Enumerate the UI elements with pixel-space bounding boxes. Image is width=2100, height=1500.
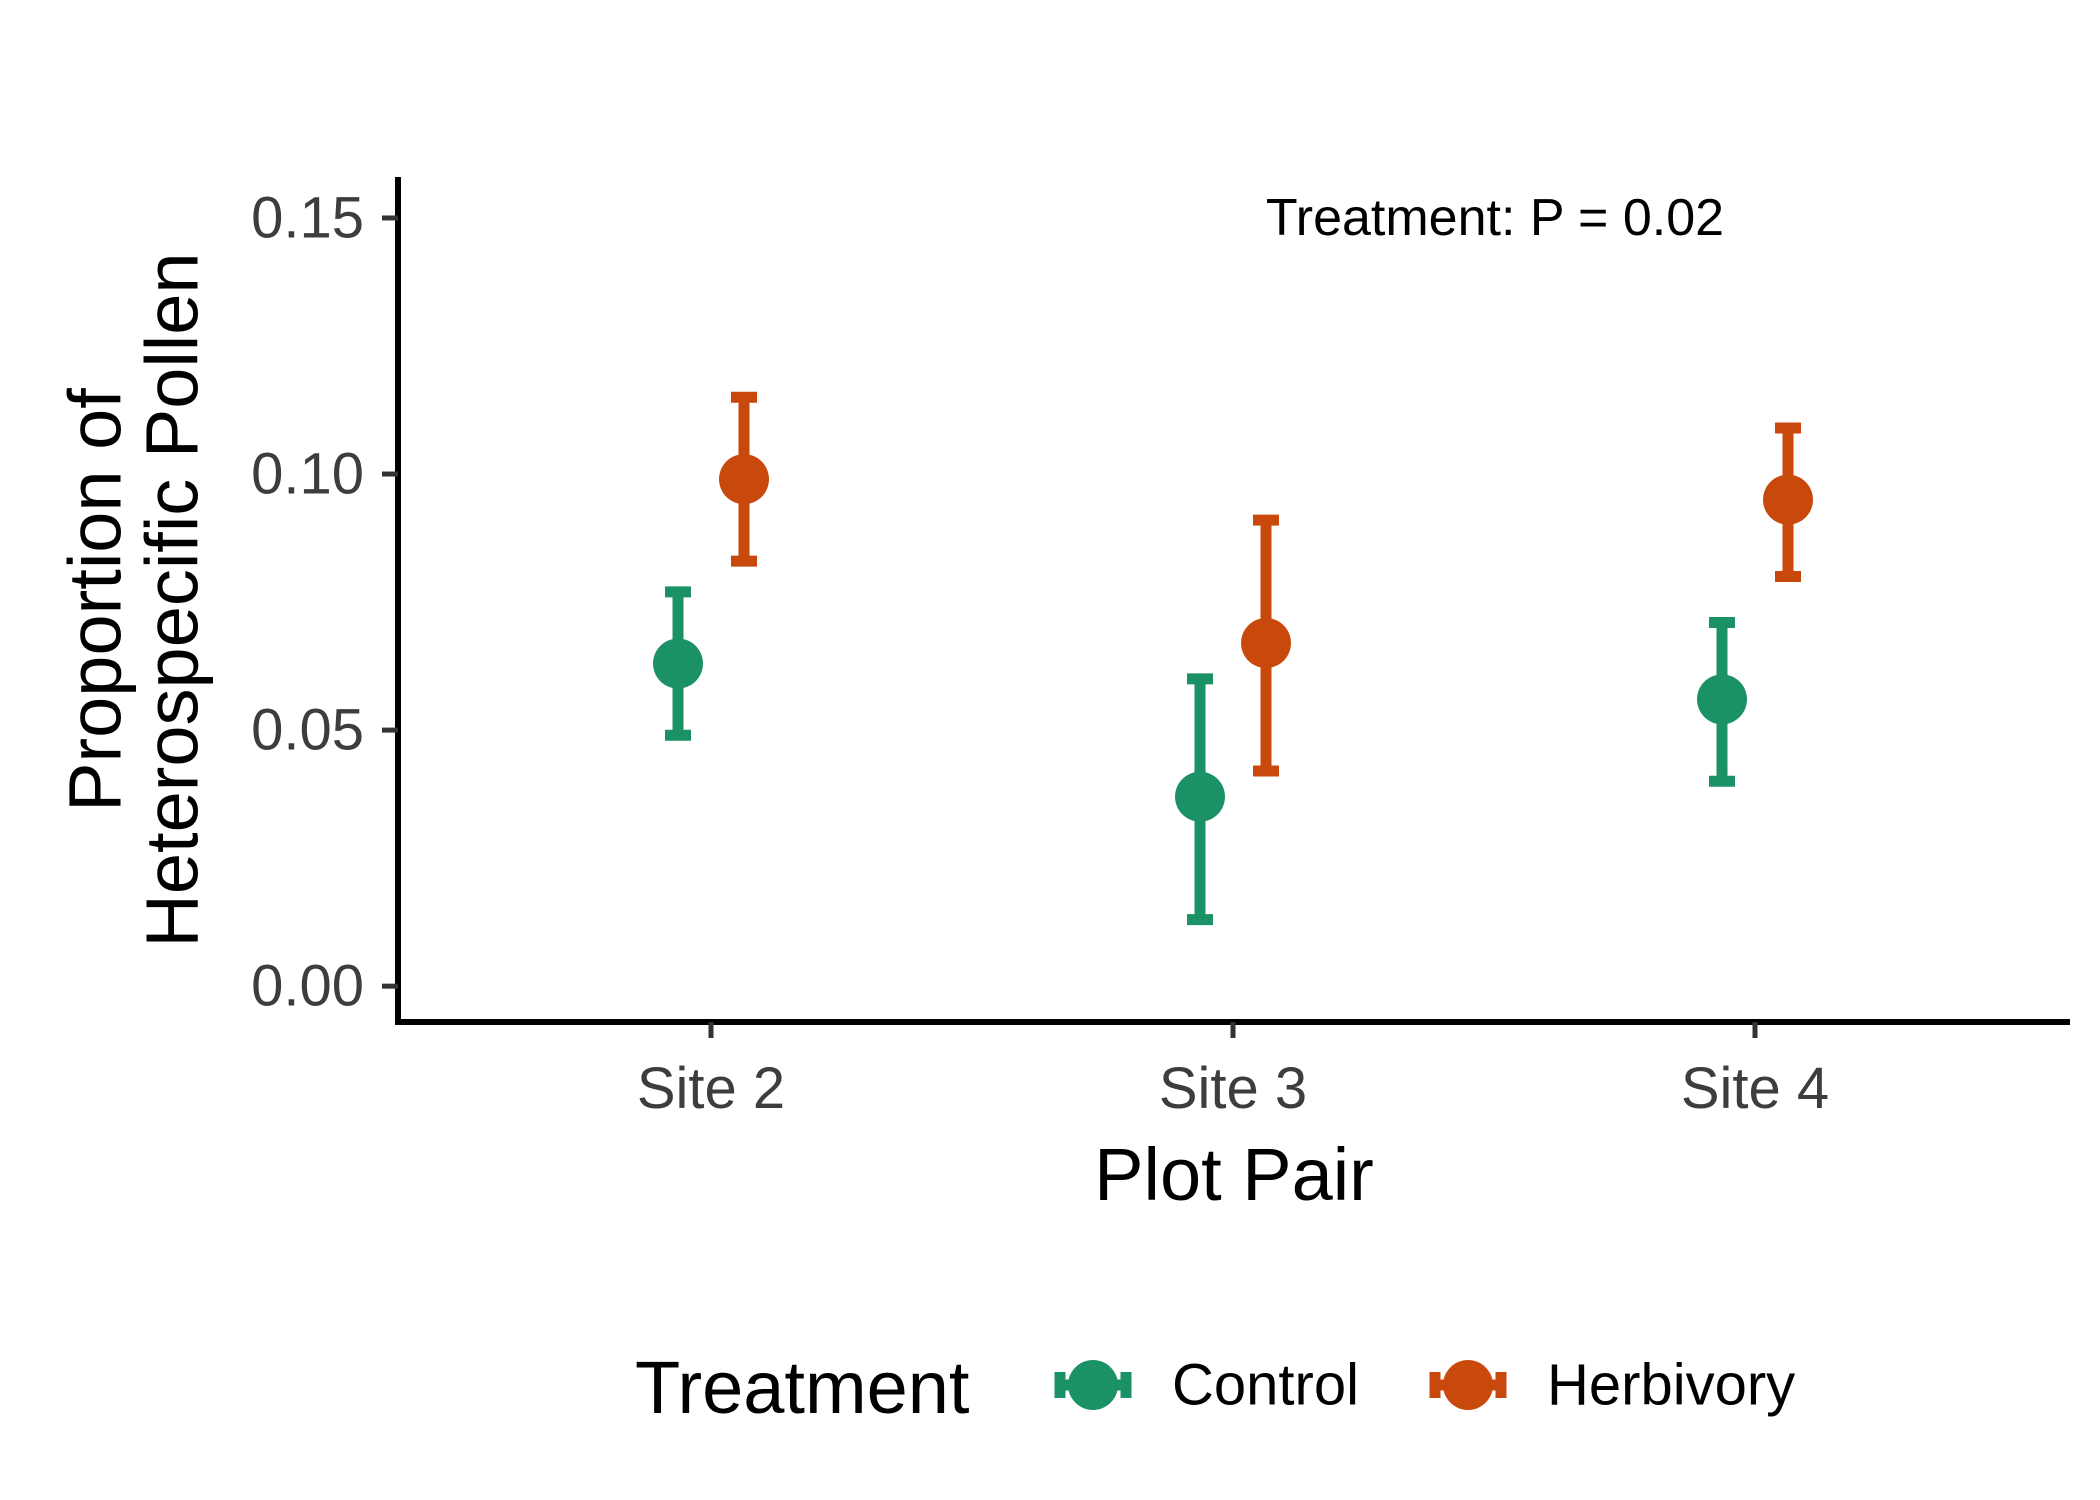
data-point-herbivory: [1241, 618, 1291, 669]
axes: 0.00 0.05 0.10 0.15 Site 2 Site 3 Site 4: [251, 177, 2070, 1121]
y-tick-label: 0.10: [251, 442, 364, 507]
legend-title: Treatment: [635, 1346, 970, 1429]
treatment-annotation: Treatment: P = 0.02: [1266, 189, 1724, 247]
y-tick-label: 0.05: [251, 698, 364, 763]
y-axis-title-line-2: Heterospecific Pollen: [131, 252, 214, 947]
legend-key-point-control: [1068, 1360, 1118, 1410]
legend-label-control: Control: [1172, 1353, 1359, 1418]
data-point-control: [653, 638, 703, 689]
x-tick-label: Site 3: [1159, 1056, 1307, 1121]
y-axis-title-line-1: Proportion of: [54, 388, 137, 812]
x-tick-label: Site 2: [637, 1056, 785, 1121]
legend-label-herbivory: Herbivory: [1547, 1353, 1795, 1418]
data-point-herbivory: [719, 454, 769, 505]
y-tick-label: 0.00: [251, 954, 364, 1019]
data-point-control: [1697, 674, 1747, 725]
y-tick-label: 0.15: [251, 185, 364, 250]
data-point-herbivory: [1763, 474, 1813, 525]
plot-area: [653, 391, 1813, 926]
data-point-control: [1175, 771, 1225, 822]
x-axis-title: Plot Pair: [1094, 1133, 1374, 1216]
x-tick-label: Site 4: [1681, 1056, 1829, 1121]
legend: Control Herbivory: [1054, 1353, 1795, 1418]
legend-key-point-herbivory: [1443, 1360, 1493, 1410]
